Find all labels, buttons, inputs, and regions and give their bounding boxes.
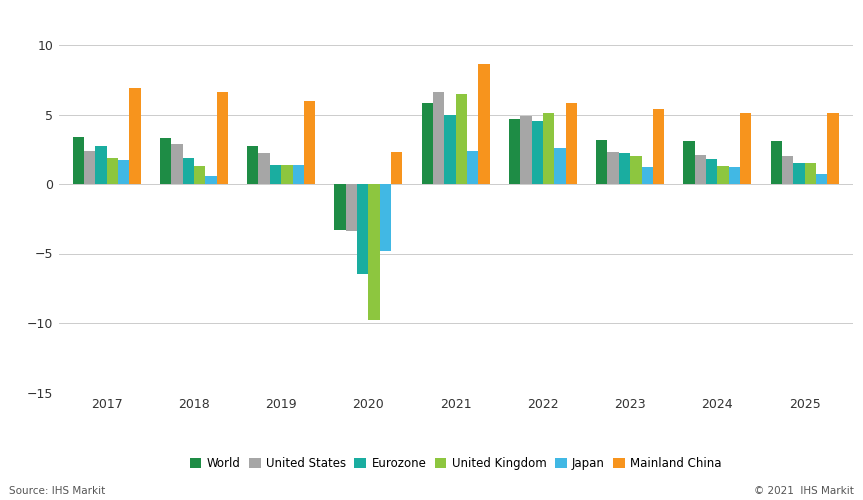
Bar (194, 166, 205, 184)
Bar (596, 140, 608, 184)
Legend: World, United States, Eurozone, United Kingdom, Japan, Mainland China: World, United States, Eurozone, United K… (185, 452, 727, 474)
Bar (804, 163, 816, 184)
Bar (95, 146, 107, 184)
Text: Real GDP growth (percent change): Real GDP growth (percent change) (10, 14, 299, 32)
Bar (641, 168, 652, 184)
Bar (357, 184, 369, 274)
Bar (456, 94, 467, 184)
Bar (706, 159, 717, 184)
Bar (543, 113, 554, 184)
Bar (652, 109, 665, 184)
Bar (217, 92, 228, 184)
Bar (467, 150, 478, 184)
Bar (270, 164, 281, 184)
Bar (346, 184, 357, 232)
Bar (72, 136, 84, 184)
Bar (565, 104, 577, 184)
Bar (259, 154, 270, 184)
Bar (630, 156, 641, 184)
Bar (683, 141, 695, 184)
Bar (304, 100, 315, 184)
Bar (334, 184, 346, 230)
Bar (171, 144, 183, 184)
Bar (771, 141, 782, 184)
Bar (717, 166, 728, 184)
Bar (520, 116, 532, 184)
Bar (532, 122, 543, 184)
Bar (422, 104, 433, 184)
Bar (728, 168, 740, 184)
Bar (118, 160, 129, 184)
Bar (608, 152, 619, 184)
Bar (740, 113, 752, 184)
Bar (554, 148, 565, 184)
Bar (828, 113, 839, 184)
Bar (391, 152, 402, 184)
Bar (205, 176, 217, 184)
Bar (782, 156, 793, 184)
Text: © 2021  IHS Markit: © 2021 IHS Markit (754, 486, 854, 496)
Bar (433, 92, 444, 184)
Bar (107, 158, 118, 184)
Bar (444, 114, 456, 184)
Bar (281, 164, 293, 184)
Bar (793, 163, 804, 184)
Bar (816, 174, 828, 184)
Bar (293, 164, 304, 184)
Bar (84, 150, 95, 184)
Bar (183, 158, 194, 184)
Text: Source: IHS Markit: Source: IHS Markit (9, 486, 105, 496)
Bar (478, 64, 489, 184)
Bar (129, 88, 141, 184)
Bar (509, 118, 520, 184)
Bar (160, 138, 171, 184)
Bar (619, 154, 630, 184)
Bar (695, 155, 706, 184)
Bar (380, 184, 391, 250)
Bar (247, 146, 259, 184)
Bar (369, 184, 380, 320)
